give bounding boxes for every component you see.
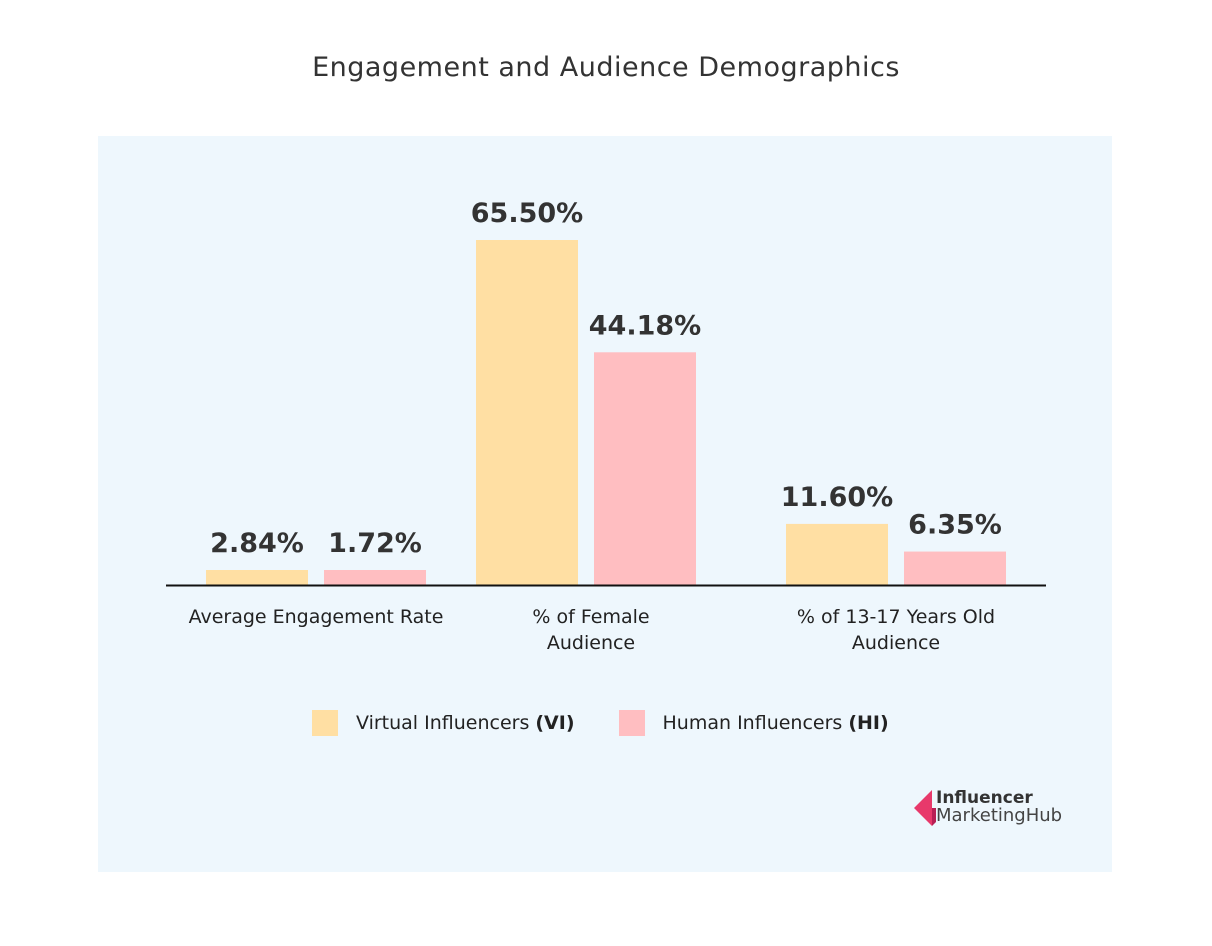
data-label: 65.50%: [471, 198, 583, 229]
data-label: 2.84%: [210, 528, 304, 559]
bar-vi: [476, 240, 578, 585]
logo-mark-icon: [914, 790, 936, 826]
bar-vi: [206, 570, 308, 585]
data-label: 1.72%: [328, 528, 422, 559]
bar-hi: [324, 570, 426, 585]
category-label: % of 13-17 Years Old Audience: [796, 606, 996, 654]
legend-label: Human Influencers: [662, 712, 843, 734]
legend-item-hi: Human Influencers (HI): [618, 710, 889, 736]
legend-abbr: (VI): [535, 712, 575, 734]
bar-hi: [594, 352, 696, 585]
data-label: 44.18%: [589, 310, 701, 341]
legend-label: Virtual Influencers: [356, 712, 530, 734]
logo-text-1: Influencer: [936, 788, 1033, 808]
logo-text-2: MarketingHub: [936, 805, 1063, 826]
bar-hi: [904, 551, 1006, 585]
data-label: 11.60%: [781, 482, 893, 513]
data-label: 6.35%: [908, 510, 1002, 541]
legend-abbr: (HI): [848, 712, 889, 734]
legend-swatch-hi: [618, 710, 645, 736]
chart-title: Engagement and Audience Demographics: [312, 52, 900, 83]
bar-vi: [786, 523, 888, 585]
legend-swatch-vi: [312, 710, 338, 736]
category-label: Average Engagement Rate: [188, 606, 444, 628]
legend-item-vi: Virtual Influencers (VI): [312, 710, 575, 736]
category-label: % of Female Audience: [532, 606, 650, 654]
legend: Virtual Influencers (VI) Human Influence…: [312, 710, 933, 736]
